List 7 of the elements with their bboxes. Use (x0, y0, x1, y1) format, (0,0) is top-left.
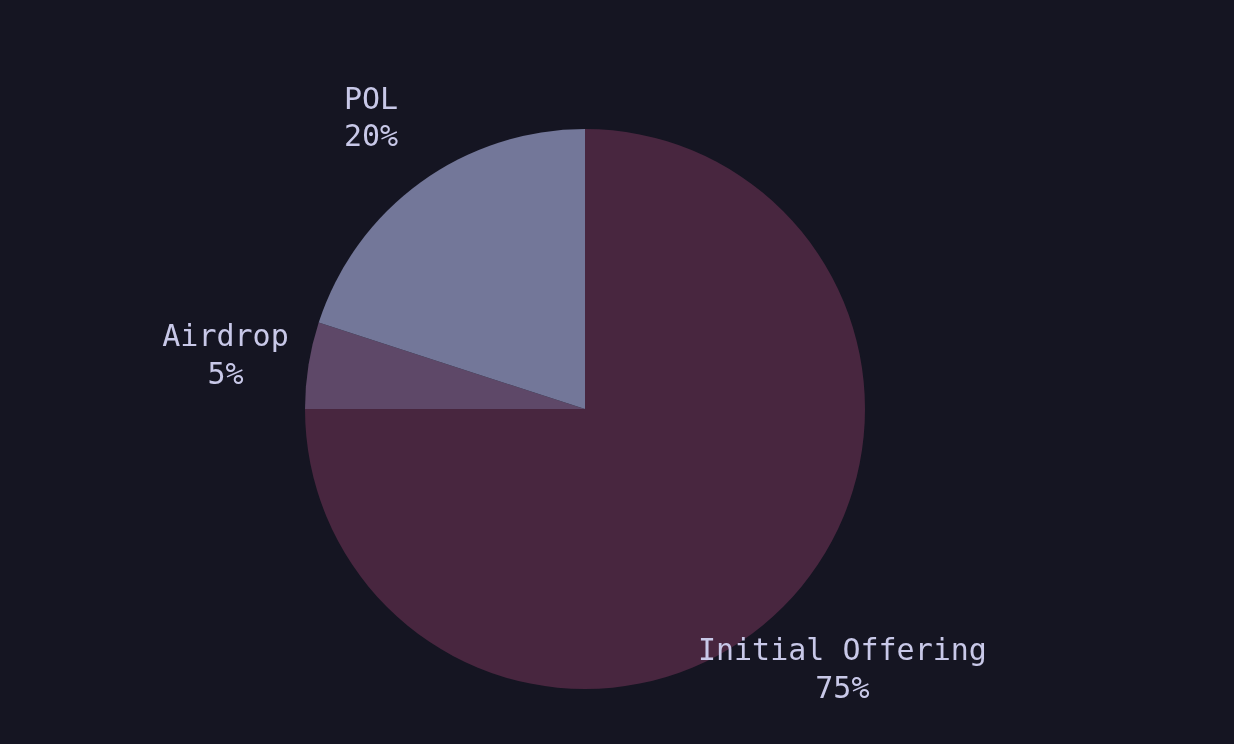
slice-label: Airdrop (162, 318, 289, 354)
pie-slice (305, 322, 585, 409)
slice-label: POL (343, 80, 399, 116)
slice-label: Initial Offering (697, 632, 987, 668)
data-label: 5% (207, 355, 244, 391)
data-label: 75% (815, 669, 870, 705)
data-label: 20% (343, 118, 399, 154)
